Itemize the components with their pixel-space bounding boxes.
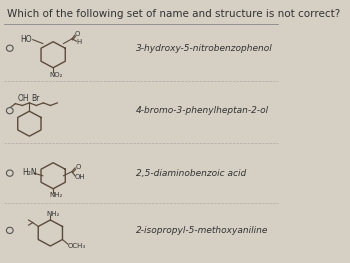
Text: NH₂: NH₂	[49, 192, 62, 198]
Text: Br: Br	[32, 94, 40, 103]
Text: OCH₃: OCH₃	[68, 243, 85, 249]
Text: OH: OH	[75, 174, 86, 180]
Text: NH₂: NH₂	[46, 211, 60, 217]
Text: OH: OH	[18, 94, 29, 103]
Text: HO: HO	[20, 35, 32, 44]
Text: 4-bromo-3-phenylheptan-2-ol: 4-bromo-3-phenylheptan-2-ol	[136, 106, 269, 115]
Text: O: O	[75, 31, 80, 37]
Text: 2-isopropyl-5-methoxyaniline: 2-isopropyl-5-methoxyaniline	[136, 226, 268, 235]
Text: NO₂: NO₂	[49, 72, 62, 78]
Text: 3-hydroxy-5-nitrobenzophenol: 3-hydroxy-5-nitrobenzophenol	[136, 44, 272, 53]
Text: H₂N: H₂N	[22, 168, 37, 177]
Text: 2,5-diaminobenzoic acid: 2,5-diaminobenzoic acid	[136, 169, 246, 178]
Text: O: O	[75, 164, 80, 170]
Text: H: H	[77, 39, 82, 45]
Text: Which of the following set of name and structure is not correct?: Which of the following set of name and s…	[7, 9, 340, 19]
